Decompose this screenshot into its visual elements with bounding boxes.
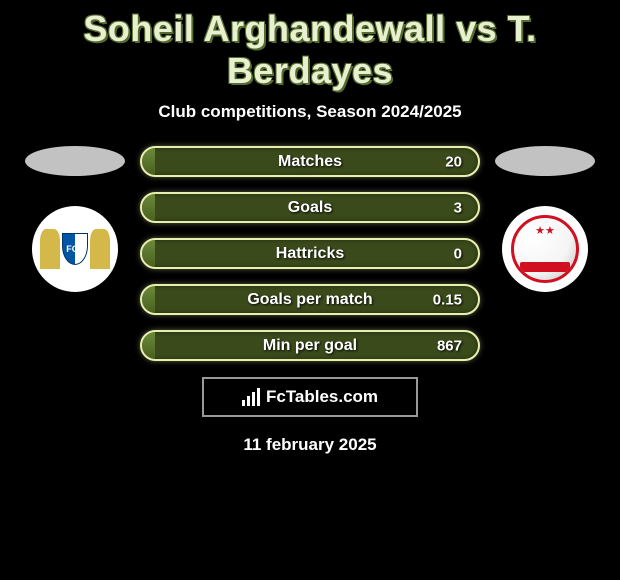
wave-icon bbox=[520, 262, 570, 272]
stat-label: Hattricks bbox=[276, 245, 344, 263]
lion-icon bbox=[90, 229, 110, 269]
stat-label: Matches bbox=[278, 153, 342, 171]
fcz-logo: FCZ bbox=[40, 229, 110, 269]
stat-value-right: 0.15 bbox=[433, 291, 462, 308]
bars-icon bbox=[242, 388, 260, 406]
stat-row: Goals 3 bbox=[140, 192, 480, 223]
stat-fill bbox=[142, 286, 155, 313]
stat-label: Goals bbox=[288, 199, 332, 217]
stats-column: Matches 20 Goals 3 Hattricks 0 Goals per match… bbox=[140, 146, 480, 361]
left-column: FCZ bbox=[20, 146, 130, 292]
date-label: 11 february 2025 bbox=[0, 435, 620, 455]
stat-row: Matches 20 bbox=[140, 146, 480, 177]
star-icon: ★★ bbox=[535, 224, 555, 237]
club-logo-left: FCZ bbox=[32, 206, 118, 292]
stat-row: Hattricks 0 bbox=[140, 238, 480, 269]
shield-icon: FCZ bbox=[62, 233, 88, 265]
stat-value-right: 20 bbox=[445, 153, 462, 170]
subtitle: Club competitions, Season 2024/2025 bbox=[0, 102, 620, 122]
stat-fill bbox=[142, 148, 155, 175]
club-logo-right: ★★ bbox=[502, 206, 588, 292]
stat-row: Min per goal 867 bbox=[140, 330, 480, 361]
comparison-card: Soheil Arghandewall vs T. Berdayes Club … bbox=[0, 0, 620, 455]
watermark[interactable]: FcTables.com bbox=[202, 377, 418, 417]
content-row: FCZ Matches 20 Goals 3 Hattricks 0 Goals per m… bbox=[0, 146, 620, 361]
stat-label: Min per goal bbox=[263, 337, 357, 355]
right-column: ★★ bbox=[490, 146, 600, 292]
stat-value-right: 0 bbox=[454, 245, 462, 262]
player-left-placeholder bbox=[25, 146, 125, 176]
stat-fill bbox=[142, 332, 155, 359]
sion-logo: ★★ bbox=[511, 215, 579, 283]
stat-fill bbox=[142, 194, 155, 221]
player-right-placeholder bbox=[495, 146, 595, 176]
watermark-text: FcTables.com bbox=[266, 387, 378, 407]
stat-value-right: 3 bbox=[454, 199, 462, 216]
stat-row: Goals per match 0.15 bbox=[140, 284, 480, 315]
stat-label: Goals per match bbox=[247, 291, 372, 309]
page-title: Soheil Arghandewall vs T. Berdayes bbox=[0, 0, 620, 92]
stat-fill bbox=[142, 240, 155, 267]
stat-value-right: 867 bbox=[437, 337, 462, 354]
lion-icon bbox=[40, 229, 60, 269]
